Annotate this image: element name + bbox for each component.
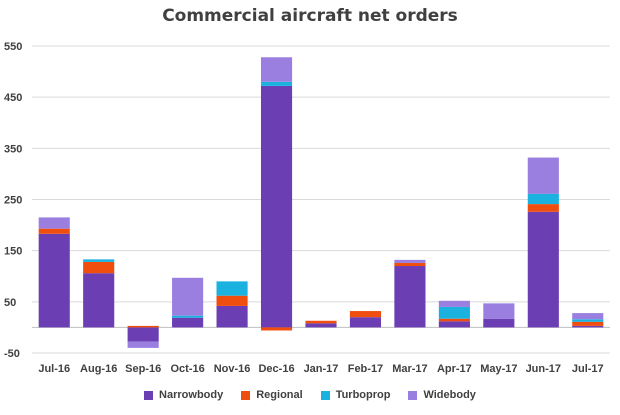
legend-swatch bbox=[320, 390, 330, 400]
x-tick-label: Feb-17 bbox=[348, 363, 383, 375]
bar-segment-widebody bbox=[572, 313, 604, 320]
x-tick-label: Jun-17 bbox=[526, 363, 561, 375]
legend-label: Widebody bbox=[423, 389, 476, 401]
bar-segment-regional bbox=[438, 318, 470, 322]
bar-segment-regional bbox=[572, 321, 604, 326]
bar-segment-narrowbody bbox=[305, 323, 337, 328]
bar-segment-widebody bbox=[172, 277, 204, 316]
y-tick-label: 250 bbox=[4, 195, 22, 207]
legend-swatch bbox=[408, 390, 418, 400]
bar-segment-regional bbox=[83, 261, 115, 274]
bar-segment-turboprop bbox=[83, 259, 115, 262]
bar-segment-narrowbody bbox=[349, 317, 382, 328]
bar-segment-regional bbox=[38, 228, 70, 234]
bar-segment-narrowbody bbox=[216, 305, 248, 328]
x-tick-label: May-17 bbox=[480, 363, 517, 375]
bar-segment-turboprop bbox=[572, 319, 604, 322]
bar-segment-regional bbox=[394, 262, 426, 267]
legend-label: Regional bbox=[256, 389, 303, 401]
y-tick-label: 50 bbox=[4, 297, 16, 309]
chart-legend: Narrowbody Regional Turboprop Widebody bbox=[0, 389, 620, 401]
bar-segment-turboprop bbox=[260, 81, 293, 86]
bar-segment-narrowbody bbox=[483, 318, 515, 328]
bar-segment-widebody bbox=[260, 57, 293, 82]
y-tick-label: -50 bbox=[4, 348, 20, 360]
bar-segment-turboprop bbox=[172, 315, 204, 318]
bar-segment-widebody bbox=[394, 259, 426, 263]
y-tick-label: 350 bbox=[4, 143, 22, 155]
bar-segment-narrowbody bbox=[38, 233, 70, 328]
bar-segment-regional bbox=[216, 295, 248, 306]
bar-segment-widebody bbox=[127, 341, 159, 348]
legend-swatch bbox=[241, 390, 251, 400]
chart-title: Commercial aircraft net orders bbox=[162, 6, 458, 26]
legend-item-turboprop: Turboprop bbox=[320, 389, 391, 401]
bar-segment-regional bbox=[260, 327, 293, 331]
x-tick-label: Oct-16 bbox=[170, 363, 204, 375]
bar-segment-widebody bbox=[527, 157, 559, 194]
bar-segment-widebody bbox=[483, 303, 515, 319]
bar-segment-narrowbody bbox=[438, 321, 470, 328]
x-tick-label: Mar-17 bbox=[392, 363, 427, 375]
y-tick-label: 150 bbox=[4, 246, 22, 258]
legend-swatch bbox=[144, 390, 154, 400]
bar-segment-regional bbox=[127, 325, 159, 328]
x-tick-label: Dec-16 bbox=[258, 363, 294, 375]
legend-item-narrowbody: Narrowbody bbox=[144, 389, 223, 401]
legend-label: Turboprop bbox=[335, 389, 391, 401]
bar-segment-narrowbody bbox=[527, 211, 559, 328]
bar-segment-widebody bbox=[438, 300, 470, 307]
bar-segment-regional bbox=[349, 311, 382, 318]
x-tick-label: Apr-17 bbox=[437, 363, 472, 375]
legend-item-regional: Regional bbox=[241, 389, 303, 401]
x-tick-label: Aug-16 bbox=[80, 363, 117, 375]
bar-segment-narrowbody bbox=[572, 325, 604, 328]
x-tick-label: Sep-16 bbox=[125, 363, 161, 375]
bar-segment-turboprop bbox=[527, 193, 559, 205]
x-tick-label: Jan-17 bbox=[304, 363, 339, 375]
y-tick-label: 550 bbox=[4, 41, 22, 53]
bar-segment-regional bbox=[305, 320, 337, 324]
bar-segment-regional bbox=[527, 204, 559, 212]
bar-segment-narrowbody bbox=[394, 266, 426, 328]
bar-segment-narrowbody bbox=[260, 85, 293, 328]
bar-segment-narrowbody bbox=[172, 317, 204, 328]
legend-label: Narrowbody bbox=[159, 389, 224, 401]
bar-segment-narrowbody bbox=[83, 273, 115, 328]
bar-segment-narrowbody bbox=[127, 327, 159, 342]
x-tick-label: Nov-16 bbox=[214, 363, 251, 375]
x-tick-label: Jul-16 bbox=[38, 363, 70, 375]
legend-item-widebody: Widebody bbox=[408, 389, 476, 401]
bar-segment-turboprop bbox=[438, 306, 470, 319]
bar-segment-turboprop bbox=[216, 281, 248, 296]
y-tick-label: 450 bbox=[4, 92, 22, 104]
bar-segment-widebody bbox=[38, 217, 70, 229]
x-tick-label: Jul-17 bbox=[572, 363, 604, 375]
